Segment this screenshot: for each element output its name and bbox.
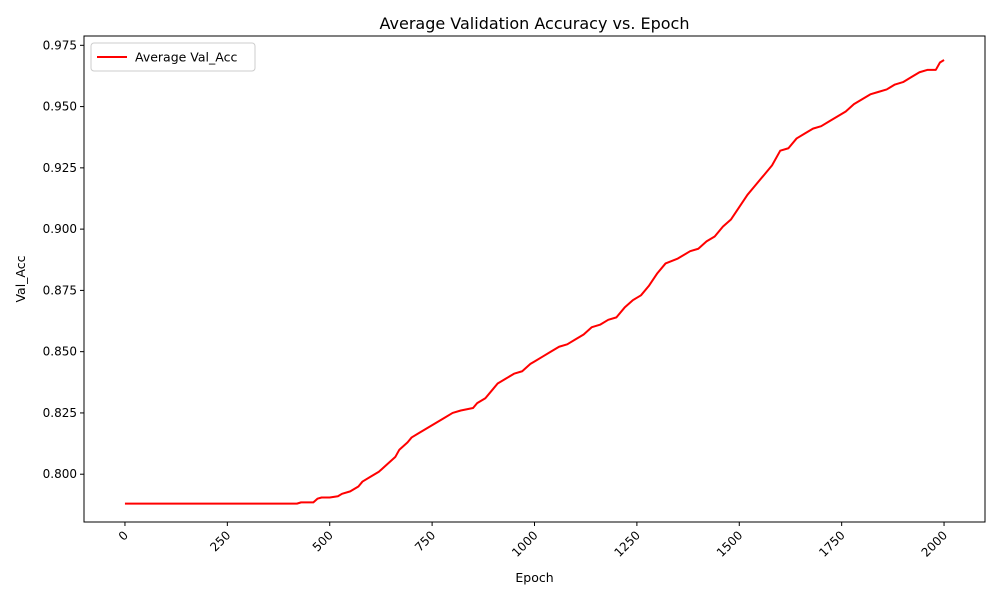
x-tick-label: 1750 (816, 528, 847, 559)
x-tick-label: 250 (207, 528, 233, 554)
y-tick-label: 0.850 (43, 345, 77, 359)
x-tick-label: 1500 (714, 528, 745, 559)
x-tick-label: 500 (310, 528, 336, 554)
x-tick-label: 750 (412, 528, 438, 554)
x-tick-label: 2000 (919, 528, 950, 559)
x-tick-label: 0 (116, 528, 131, 543)
y-tick-label: 0.975 (43, 38, 77, 52)
legend-entry-average-val-acc: Average Val_Acc (135, 50, 237, 65)
y-tick-label: 0.950 (43, 100, 77, 114)
y-tick-label: 0.925 (43, 161, 77, 175)
x-tick-label: 1250 (612, 528, 643, 559)
legend-box (90, 42, 256, 72)
y-tick-label: 0.800 (43, 467, 77, 481)
y-tick-label: 0.825 (43, 406, 77, 420)
x-tick-label: 1000 (509, 528, 540, 559)
x-axis-label: Epoch (515, 570, 553, 585)
y-axis-ticks: 0.800 0.825 0.850 0.875 0.900 0.925 0.950 0.975 (43, 38, 84, 481)
y-axis-label: Val_Acc (13, 255, 28, 302)
x-axis-ticks: 0 250 500 750 1000 1250 1500 1750 2000 (116, 522, 950, 560)
series-line-average-val-acc (124, 59, 945, 505)
series-layer (124, 59, 945, 505)
y-tick-label: 0.900 (43, 222, 77, 236)
y-tick-label: 0.875 (43, 283, 77, 297)
legend: Average Val_Acc (90, 42, 256, 72)
chart-title: Average Validation Accuracy vs. Epoch (380, 14, 690, 33)
